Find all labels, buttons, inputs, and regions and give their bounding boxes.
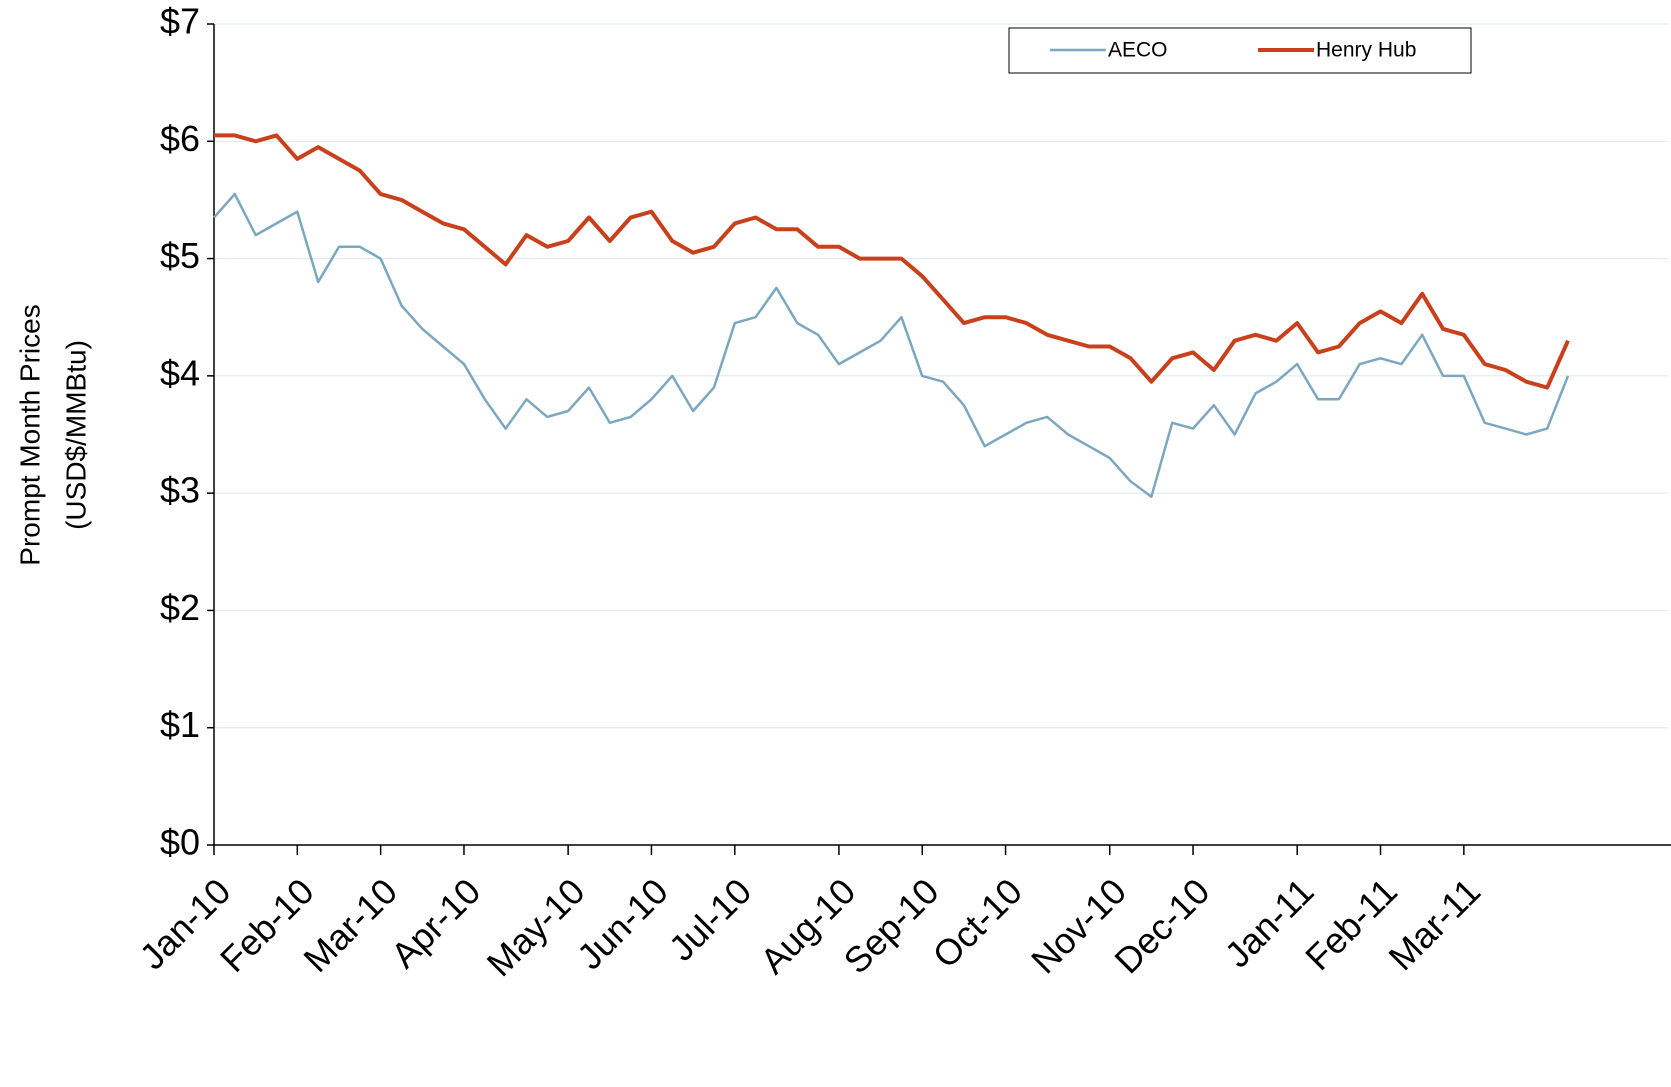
x-tick-label: Feb-10 [212, 870, 322, 980]
x-tick-label: Jan-11 [1217, 870, 1322, 975]
legend-box [1008, 27, 1472, 74]
y-axis-label: Prompt Month Prices [14, 304, 45, 565]
x-tick-label: Feb-11 [1297, 870, 1405, 978]
y-tick-label: $0 [160, 822, 200, 863]
y-tick-label: $5 [160, 235, 200, 276]
x-tick-label: Sep-10 [836, 870, 947, 981]
x-tick-label: Oct-10 [925, 870, 1030, 975]
legend-label: AECO [1108, 39, 1168, 62]
y-axis-label: (USD$/MMBtu) [60, 340, 91, 530]
x-tick-label: Jun-10 [569, 870, 676, 977]
x-tick-label: Apr-10 [383, 870, 488, 975]
x-tick-label: Mar-10 [295, 870, 405, 980]
x-tick-label: Jul-10 [661, 870, 759, 968]
x-tick-label: May-10 [479, 870, 593, 984]
y-tick-label: $6 [160, 118, 200, 159]
x-tick-label: Mar-11 [1380, 870, 1488, 978]
y-tick-label: $4 [160, 352, 200, 393]
line-series [214, 133, 1570, 390]
legend-label: Henry Hub [1316, 39, 1416, 62]
line-series [213, 192, 1570, 498]
y-tick-label: $3 [160, 470, 200, 511]
y-tick-label: $2 [160, 587, 200, 628]
y-tick-label: $1 [160, 704, 200, 745]
y-tick-label: $7 [160, 1, 200, 42]
x-tick-label: Dec-10 [1106, 870, 1217, 981]
